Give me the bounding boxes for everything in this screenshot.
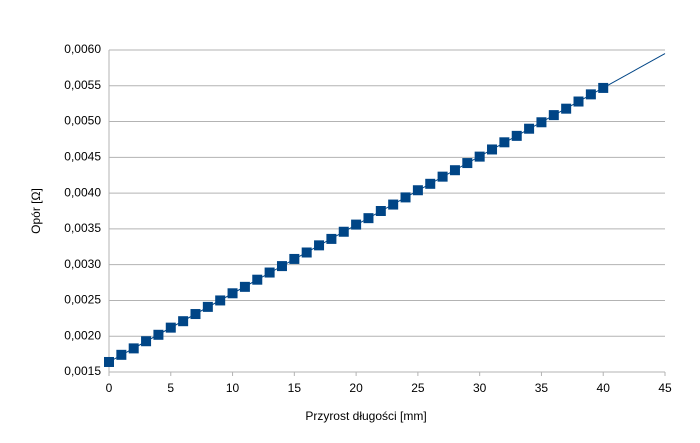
y-tick-label: 0,0060 — [64, 42, 101, 56]
marker — [252, 274, 263, 285]
marker — [437, 171, 448, 182]
x-tick-label: 20 — [349, 381, 363, 395]
marker — [363, 213, 374, 224]
y-tick-label: 0,0025 — [64, 293, 101, 307]
x-tick-label: 15 — [288, 381, 302, 395]
marker — [314, 240, 325, 251]
marker — [202, 301, 213, 312]
marker — [276, 261, 287, 272]
marker — [462, 158, 473, 169]
marker — [190, 309, 201, 320]
marker — [141, 336, 152, 347]
x-tick-label: 40 — [597, 381, 611, 395]
marker — [449, 165, 460, 176]
marker — [289, 253, 300, 264]
marker — [585, 89, 596, 100]
x-tick-label: 10 — [226, 381, 240, 395]
marker — [388, 199, 399, 210]
marker — [400, 192, 411, 203]
x-tick-label: 25 — [411, 381, 425, 395]
marker — [178, 316, 189, 327]
trendline — [108, 53, 666, 363]
y-tick-label: 0,0050 — [64, 114, 101, 128]
y-tick-label: 0,0015 — [64, 364, 101, 378]
marker — [573, 96, 584, 107]
marker — [264, 267, 275, 278]
marker — [239, 281, 250, 292]
marker — [499, 137, 510, 148]
y-tick-label: 0,0030 — [64, 257, 101, 271]
marker — [412, 185, 423, 196]
marker — [116, 349, 127, 360]
x-tick-label: 0 — [106, 381, 113, 395]
marker — [104, 356, 114, 367]
marker — [425, 178, 436, 189]
marker — [524, 123, 535, 134]
y-axis-title: Opór [Ω] — [29, 188, 43, 234]
marker — [375, 206, 386, 216]
y-tick-label: 0,0045 — [64, 150, 101, 164]
marker — [474, 151, 485, 162]
y-tick-label: 0,0035 — [64, 221, 101, 235]
x-tick-label: 5 — [167, 381, 174, 395]
marker — [536, 117, 547, 128]
marker — [227, 288, 238, 299]
marker — [548, 110, 559, 121]
marker — [351, 219, 362, 230]
y-tick-label: 0,0040 — [64, 185, 101, 199]
marker — [301, 247, 312, 258]
x-tick-label: 45 — [658, 381, 672, 395]
x-axis-title: Przyrost długości [mm] — [305, 409, 426, 423]
marker — [128, 343, 139, 354]
marker — [165, 322, 176, 333]
y-tick-label: 0,0020 — [64, 328, 101, 342]
marker — [153, 329, 164, 340]
marker — [487, 144, 498, 155]
y-tick-label: 0,0055 — [64, 78, 101, 92]
x-tick-label: 30 — [473, 381, 487, 395]
marker — [215, 295, 226, 306]
marker — [338, 226, 349, 237]
marker — [598, 82, 609, 93]
marker — [561, 103, 572, 114]
marker — [511, 130, 522, 141]
marker — [326, 233, 337, 244]
x-tick-label: 35 — [535, 381, 549, 395]
